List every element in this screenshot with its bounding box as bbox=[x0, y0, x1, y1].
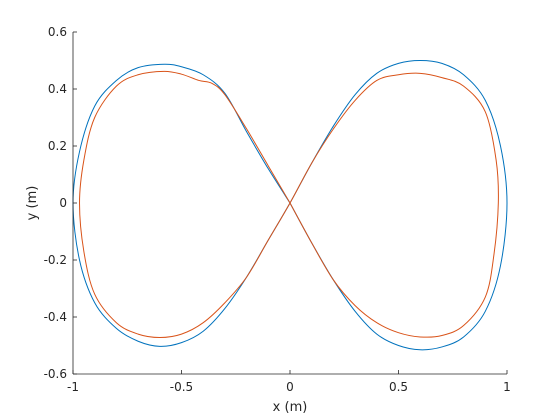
series-layer bbox=[72, 60, 508, 351]
y-tick-label: 0.4 bbox=[48, 82, 67, 96]
y-tick-label: 0 bbox=[59, 196, 67, 210]
y-ticks: -0.6 -0.4 -0.2 0 0.2 0.4 0.6 bbox=[44, 25, 77, 381]
y-tick-label: -0.6 bbox=[44, 367, 67, 381]
series-line-2 bbox=[79, 70, 499, 339]
x-tick-label: 0.5 bbox=[389, 380, 408, 394]
y-tick-label: -0.4 bbox=[44, 310, 67, 324]
x-axis-label: x (m) bbox=[273, 400, 308, 415]
x-ticks: -1 -0.5 0 0.5 1 bbox=[67, 370, 511, 394]
y-tick-label: -0.2 bbox=[44, 253, 67, 267]
x-tick-label: 1 bbox=[503, 380, 511, 394]
y-tick-label: 0.6 bbox=[48, 25, 67, 39]
y-axis-label: y (m) bbox=[25, 186, 40, 221]
x-tick-label: -0.5 bbox=[170, 380, 193, 394]
x-tick-label: 0 bbox=[286, 380, 294, 394]
y-tick-label: 0.2 bbox=[48, 139, 67, 153]
x-tick-label: -1 bbox=[67, 380, 79, 394]
